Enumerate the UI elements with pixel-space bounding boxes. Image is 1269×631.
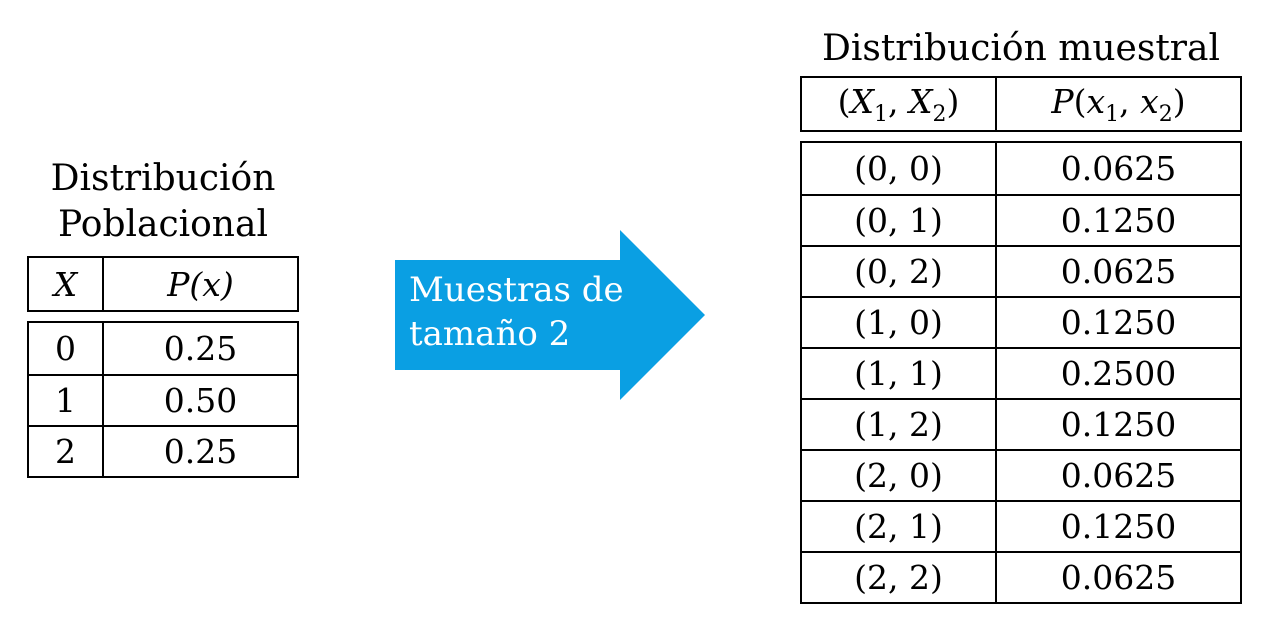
- arrow-label-line1: Muestras de: [409, 270, 624, 310]
- cell-joint-p: 0.1250: [1060, 507, 1177, 546]
- cell-pair: (1, 0): [802, 298, 997, 347]
- cell-pair: (2, 1): [802, 502, 997, 551]
- table-row: 2 0.25: [29, 425, 297, 476]
- header-x: X: [29, 258, 104, 310]
- header-pair: (X1, X2): [802, 78, 997, 130]
- arrow-label-line2: tamaño 2: [409, 314, 571, 354]
- population-title: Distribución Poblacional: [27, 156, 299, 248]
- cell-pair: (1, 2): [802, 400, 997, 449]
- header-joint-p: P(x1, x2): [997, 78, 1240, 130]
- cell-pair: (2, 0): [802, 451, 997, 500]
- sampling-title: Distribución muestral: [821, 28, 1220, 69]
- table-row: (1, 2) 0.1250: [802, 398, 1240, 449]
- cell-joint-p: 0.1250: [1060, 201, 1177, 240]
- header-pair-text: (X1, X2): [837, 81, 960, 127]
- cell-pair: (2, 2): [802, 553, 997, 602]
- arrow-shape: [395, 230, 705, 400]
- cell-x: 0: [29, 323, 104, 374]
- header-row: X P(x): [29, 258, 297, 310]
- cell-joint-p: 0.1250: [1060, 303, 1177, 342]
- arrow-label: Muestras de tamaño 2: [409, 268, 649, 356]
- cell-x: 2: [29, 427, 104, 476]
- sampling-table-header: (X1, X2) P(x1, x2): [800, 76, 1242, 132]
- table-row: (0, 1) 0.1250: [802, 194, 1240, 245]
- header-joint-p-text: P(x1, x2): [1051, 81, 1186, 127]
- table-row: (1, 1) 0.2500: [802, 347, 1240, 398]
- table-row: (2, 0) 0.0625: [802, 449, 1240, 500]
- cell-joint-p: 0.2500: [1060, 354, 1177, 393]
- cell-joint-p: 0.1250: [1060, 405, 1177, 444]
- cell-p: 0.50: [163, 381, 238, 420]
- arrow-polygon: [395, 230, 705, 400]
- cell-pair: (0, 2): [802, 247, 997, 296]
- cell-pair: (0, 0): [802, 143, 997, 194]
- cell-joint-p: 0.0625: [1060, 149, 1177, 188]
- cell-pair: (1, 1): [802, 349, 997, 398]
- cell-p: 0.25: [163, 432, 238, 471]
- header-px: P(x): [167, 264, 234, 304]
- population-title-line2: Poblacional: [58, 204, 268, 245]
- cell-joint-p: 0.0625: [1060, 558, 1177, 597]
- table-row: (0, 0) 0.0625: [802, 143, 1240, 194]
- table-row: (1, 0) 0.1250: [802, 296, 1240, 347]
- cell-joint-p: 0.0625: [1060, 252, 1177, 291]
- cell-pair: (0, 1): [802, 196, 997, 245]
- cell-p: 0.25: [163, 329, 238, 368]
- population-table-header: X P(x): [27, 256, 299, 312]
- cell-x: 1: [29, 376, 104, 425]
- table-row: 1 0.50: [29, 374, 297, 425]
- table-row: (2, 2) 0.0625: [802, 551, 1240, 602]
- cell-joint-p: 0.0625: [1060, 456, 1177, 495]
- population-table-body: 0 0.25 1 0.50 2 0.25: [27, 321, 299, 478]
- population-table: X P(x) 0 0.25 1 0.50 2 0.25: [27, 256, 299, 478]
- header-row: (X1, X2) P(x1, x2): [802, 78, 1240, 130]
- sampling-table-body: (0, 0) 0.0625 (0, 1) 0.1250 (0, 2) 0.0625 (1, …: [800, 141, 1242, 604]
- table-row: (2, 1) 0.1250: [802, 500, 1240, 551]
- table-row: (0, 2) 0.0625: [802, 245, 1240, 296]
- table-row: 0 0.25: [29, 323, 297, 374]
- population-title-line1: Distribución: [50, 158, 276, 199]
- sampling-table: (X1, X2) P(x1, x2) (0, 0) 0.0625 (0, 1) 0.1…: [800, 76, 1242, 604]
